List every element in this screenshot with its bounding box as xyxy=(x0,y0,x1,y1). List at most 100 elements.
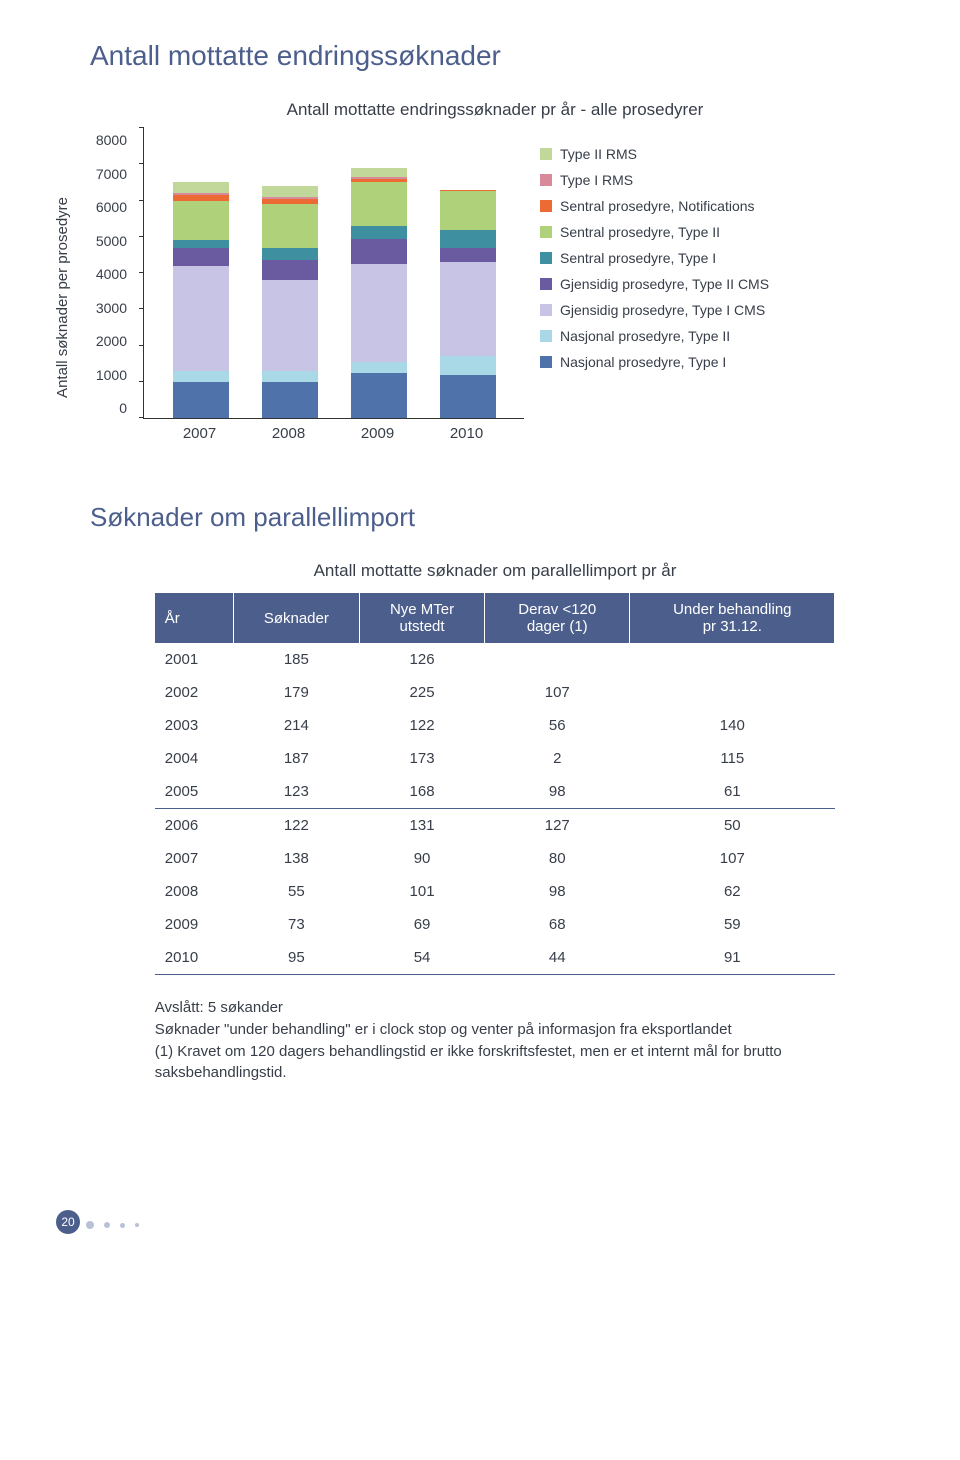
table-cell: 55 xyxy=(233,875,359,908)
table-cell: 2008 xyxy=(155,875,233,908)
table-cell: 2 xyxy=(485,742,630,775)
legend-item: Sentral prosedyre, Type I xyxy=(540,250,900,266)
legend-item: Sentral prosedyre, Type II xyxy=(540,224,900,240)
xtick-label: 2009 xyxy=(361,425,394,442)
table-body: 2001185126200217922510720032141225614020… xyxy=(155,643,835,975)
legend-swatch xyxy=(540,304,552,316)
table-row: 20071389080107 xyxy=(155,842,835,875)
bar-segment xyxy=(173,182,229,193)
ytick-label: 4000 xyxy=(87,266,127,282)
bar-segment xyxy=(440,191,496,229)
legend-swatch xyxy=(540,148,552,160)
bar-segment xyxy=(351,362,407,373)
table-cell: 126 xyxy=(360,643,485,676)
legend-label: Sentral prosedyre, Notifications xyxy=(560,198,755,214)
bar-segment xyxy=(173,240,229,247)
table-cell: 101 xyxy=(360,875,485,908)
table-cell: 54 xyxy=(360,941,485,975)
table-cell: 91 xyxy=(630,941,835,975)
legend-label: Type II RMS xyxy=(560,146,637,162)
legend-item: Nasjonal prosedyre, Type II xyxy=(540,328,900,344)
table-cell: 127 xyxy=(485,809,630,843)
table-title: Antall mottatte søknader om parallellimp… xyxy=(90,561,900,581)
chart-legend: Type II RMS Type I RMS Sentral prosedyre, … xyxy=(540,128,900,370)
bar-segment xyxy=(351,226,407,239)
table-col-header: Søknader xyxy=(233,593,359,643)
bar xyxy=(173,182,229,418)
chart-yaxis: 800070006000500040003000200010000 xyxy=(87,128,127,416)
table-col-header: Nye MTerutstedt xyxy=(360,593,485,643)
chart-bars xyxy=(144,128,524,418)
table-cell: 115 xyxy=(630,742,835,775)
ytick-label: 7000 xyxy=(87,166,127,182)
table-cell: 138 xyxy=(233,842,359,875)
ytick-label: 2000 xyxy=(87,333,127,349)
parallel-import-table: ÅrSøknaderNye MTerutstedtDerav <120dager… xyxy=(155,593,835,975)
ytick-label: 1000 xyxy=(87,367,127,383)
note-line: Søknader "under behandling" er i clock s… xyxy=(155,1019,835,1041)
chart-ylabel: Antall søknader per prosedyre xyxy=(54,173,71,398)
bar-segment xyxy=(351,264,407,362)
ytick-label: 5000 xyxy=(87,233,127,249)
legend-label: Sentral prosedyre, Type II xyxy=(560,224,720,240)
table-cell: 131 xyxy=(360,809,485,843)
bar-segment xyxy=(262,280,318,371)
table-row: 201095544491 xyxy=(155,941,835,975)
bar-segment xyxy=(262,260,318,280)
chart-title: Antall mottatte endringssøknader pr år -… xyxy=(90,100,900,120)
bar-segment xyxy=(173,248,229,266)
table-col-header: År xyxy=(155,593,233,643)
table-cell: 185 xyxy=(233,643,359,676)
table-cell: 80 xyxy=(485,842,630,875)
legend-swatch xyxy=(540,226,552,238)
legend-item: Type I RMS xyxy=(540,172,900,188)
table-notes: Avslått: 5 søkander Søknader "under beha… xyxy=(155,997,835,1084)
table-cell: 173 xyxy=(360,742,485,775)
bar-segment xyxy=(440,375,496,419)
table-cell: 2009 xyxy=(155,908,233,941)
table-cell: 2003 xyxy=(155,709,233,742)
bar-segment xyxy=(262,248,318,261)
table-col-header: Under behandlingpr 31.12. xyxy=(630,593,835,643)
table-cell: 2004 xyxy=(155,742,233,775)
chart-plot xyxy=(143,128,524,419)
table-row: 20051231689861 xyxy=(155,775,835,809)
table-cell: 73 xyxy=(233,908,359,941)
table-cell: 2007 xyxy=(155,842,233,875)
bar-segment xyxy=(262,371,318,382)
bar-segment xyxy=(440,356,496,374)
table-row: 2002179225107 xyxy=(155,676,835,709)
table-cell: 2006 xyxy=(155,809,233,843)
table-cell: 62 xyxy=(630,875,835,908)
dot-icon xyxy=(120,1223,125,1228)
bar-segment xyxy=(351,182,407,226)
legend-item: Gjensidig prosedyre, Type II CMS xyxy=(540,276,900,292)
legend-item: Type II RMS xyxy=(540,146,900,162)
table-cell: 187 xyxy=(233,742,359,775)
bar-segment xyxy=(440,262,496,356)
table-col-header: Derav <120dager (1) xyxy=(485,593,630,643)
table-cell: 61 xyxy=(630,775,835,809)
table-cell: 2010 xyxy=(155,941,233,975)
table-cell: 123 xyxy=(233,775,359,809)
table-cell: 107 xyxy=(485,676,630,709)
table-cell: 140 xyxy=(630,709,835,742)
xtick-label: 2010 xyxy=(450,425,483,442)
bar-segment xyxy=(440,248,496,263)
legend-swatch xyxy=(540,200,552,212)
table-cell: 90 xyxy=(360,842,485,875)
dot-icon xyxy=(104,1222,110,1228)
ytick-label: 6000 xyxy=(87,199,127,215)
xtick-label: 2008 xyxy=(272,425,305,442)
legend-item: Sentral prosedyre, Notifications xyxy=(540,198,900,214)
dot-icon xyxy=(135,1223,139,1227)
page-title: Antall mottatte endringssøknader xyxy=(90,40,900,72)
table-cell: 168 xyxy=(360,775,485,809)
table-cell: 2001 xyxy=(155,643,233,676)
legend-label: Type I RMS xyxy=(560,172,633,188)
table-cell: 56 xyxy=(485,709,630,742)
bar xyxy=(351,168,407,418)
ytick-label: 3000 xyxy=(87,300,127,316)
bar-segment xyxy=(173,371,229,382)
legend-swatch xyxy=(540,356,552,368)
